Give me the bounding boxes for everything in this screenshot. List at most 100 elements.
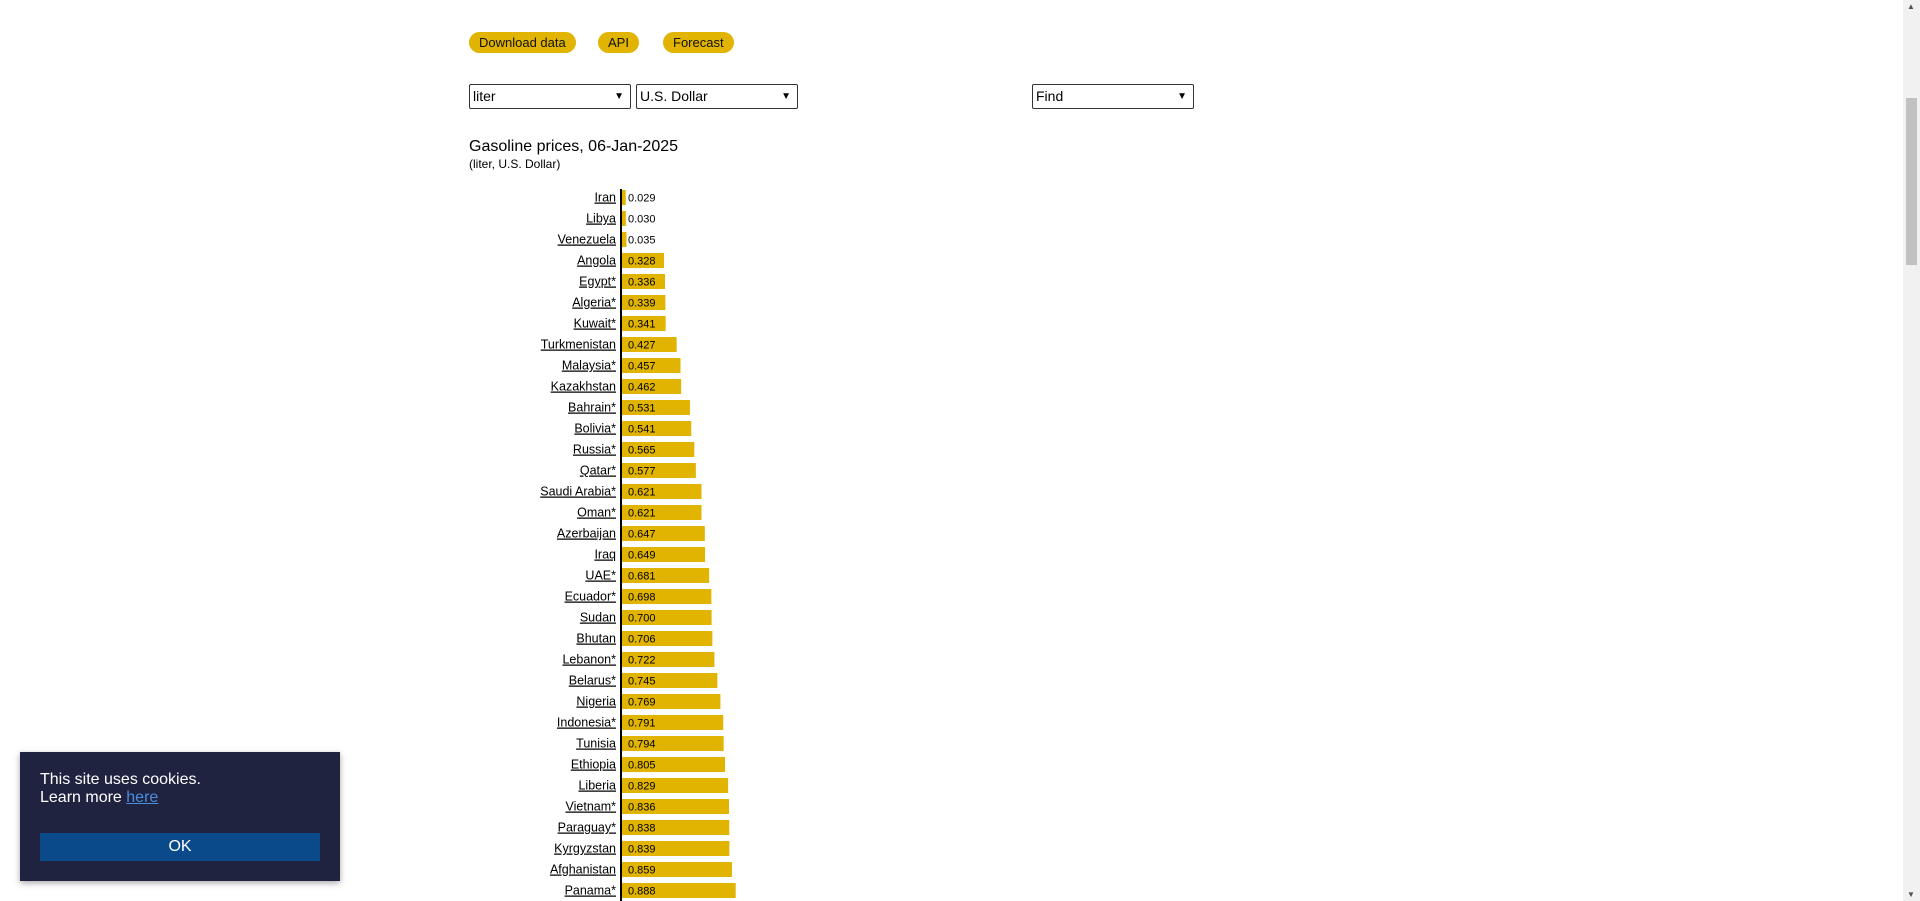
cookie-text: This site uses cookies. xyxy=(40,771,201,788)
chart-bar xyxy=(622,736,724,751)
country-link[interactable]: Paraguay* xyxy=(558,821,617,835)
country-link[interactable]: Libya xyxy=(586,212,616,226)
bar-value-label: 0.839 xyxy=(628,844,656,856)
bar-value-label: 0.794 xyxy=(628,739,656,751)
chart-bar xyxy=(622,526,705,541)
country-link[interactable]: Tunisia xyxy=(576,737,616,751)
country-link[interactable]: Nigeria xyxy=(576,695,616,709)
bar-value-label: 0.836 xyxy=(628,802,656,814)
download-data-button[interactable]: Download data xyxy=(469,32,576,53)
unit-select[interactable]: liter ▼ xyxy=(469,84,631,109)
country-link[interactable]: Malaysia* xyxy=(562,359,616,373)
find-select[interactable]: Find ▼ xyxy=(1032,84,1194,109)
chart-bar xyxy=(622,652,715,667)
scroll-down-icon[interactable]: ▼ xyxy=(1907,890,1915,899)
bar-value-label: 0.698 xyxy=(628,592,656,604)
country-link[interactable]: Ecuador* xyxy=(565,590,617,604)
bar-value-label: 0.030 xyxy=(628,214,656,226)
chart-bar xyxy=(622,673,718,688)
bar-value-label: 0.035 xyxy=(628,235,656,247)
selector-row: liter ▼ U.S. Dollar ▼ Find ▼ xyxy=(469,84,1469,109)
country-link[interactable]: Saudi Arabia* xyxy=(540,485,616,499)
bar-value-label: 0.859 xyxy=(628,865,656,877)
bar-value-label: 0.829 xyxy=(628,781,656,793)
country-link[interactable]: Bolivia* xyxy=(574,422,616,436)
country-link[interactable]: Kazakhstan xyxy=(551,380,616,394)
chart-bar xyxy=(622,358,681,373)
country-link[interactable]: Angola xyxy=(577,254,616,268)
country-link[interactable]: Qatar* xyxy=(580,464,616,478)
bar-value-label: 0.838 xyxy=(628,823,656,835)
chart-bar xyxy=(622,841,730,856)
chart-bar xyxy=(622,190,626,205)
bar-value-label: 0.565 xyxy=(628,445,656,457)
scrollbar-thumb[interactable] xyxy=(1906,98,1917,265)
chart-bar xyxy=(622,799,730,814)
forecast-button[interactable]: Forecast xyxy=(663,32,734,53)
chart-title: Gasoline prices, 06-Jan-2025 xyxy=(469,138,679,155)
country-link[interactable]: Oman* xyxy=(577,506,616,520)
bar-value-label: 0.888 xyxy=(628,886,656,898)
scroll-up-icon[interactable]: ▲ xyxy=(1907,2,1915,11)
cookie-banner: This site uses cookies. Learn more here … xyxy=(20,752,340,881)
bar-value-label: 0.328 xyxy=(628,256,656,268)
chevron-down-icon: ▼ xyxy=(781,91,791,102)
country-link[interactable]: Bhutan xyxy=(576,632,616,646)
chart-bar xyxy=(622,505,702,520)
chevron-down-icon: ▼ xyxy=(614,91,624,102)
country-link[interactable]: Iran xyxy=(594,191,616,205)
country-link[interactable]: Ethiopia xyxy=(571,758,616,772)
chart-subtitle: (liter, U.S. Dollar) xyxy=(469,157,561,171)
country-link[interactable]: Belarus* xyxy=(569,674,616,688)
country-link[interactable]: Lebanon* xyxy=(562,653,616,667)
country-link[interactable]: Kyrgyzstan xyxy=(554,842,616,856)
chart-bar xyxy=(622,442,695,457)
country-link[interactable]: Afghanistan xyxy=(550,863,616,877)
country-link[interactable]: Egypt* xyxy=(579,275,616,289)
chart-bar xyxy=(622,379,682,394)
cookie-learn-more-link[interactable]: here xyxy=(126,789,159,806)
country-link[interactable]: Liberia xyxy=(578,779,616,793)
currency-select[interactable]: U.S. Dollar ▼ xyxy=(636,84,798,109)
find-select-value: Find xyxy=(1036,88,1064,104)
country-link[interactable]: Vietnam* xyxy=(566,800,617,814)
api-button[interactable]: API xyxy=(598,32,639,53)
country-link[interactable]: UAE* xyxy=(585,569,616,583)
bar-value-label: 0.805 xyxy=(628,760,656,772)
country-link[interactable]: Indonesia* xyxy=(557,716,616,730)
chart-bar xyxy=(622,337,677,352)
country-link[interactable]: Iraq xyxy=(594,548,616,562)
country-link[interactable]: Bahrain* xyxy=(568,401,616,415)
chart-bar xyxy=(622,463,696,478)
bar-value-label: 0.531 xyxy=(628,403,656,415)
country-link[interactable]: Venezuela xyxy=(558,233,616,247)
chevron-down-icon: ▼ xyxy=(1177,91,1187,102)
chart-bar xyxy=(622,547,706,562)
chart-bar xyxy=(622,274,666,289)
country-link[interactable]: Kuwait* xyxy=(574,317,617,331)
chart-bar xyxy=(622,883,736,898)
bar-value-label: 0.722 xyxy=(628,655,656,667)
chart-bar xyxy=(622,778,729,793)
country-link[interactable]: Sudan xyxy=(580,611,616,625)
bar-value-label: 0.647 xyxy=(628,529,656,541)
chart-bar xyxy=(622,484,702,499)
cookie-learn-more: Learn more xyxy=(40,789,122,806)
country-link[interactable]: Algeria* xyxy=(572,296,616,310)
country-link[interactable]: Turkmenistan xyxy=(541,338,616,352)
chart-bar xyxy=(622,568,710,583)
bar-value-label: 0.649 xyxy=(628,550,656,562)
country-link[interactable]: Azerbaijan xyxy=(557,527,616,541)
bar-value-label: 0.745 xyxy=(628,676,656,688)
chart-bar xyxy=(622,211,626,226)
chart-bar xyxy=(622,820,730,835)
country-link[interactable]: Panama* xyxy=(565,884,617,898)
bar-value-label: 0.341 xyxy=(628,319,656,331)
bar-value-label: 0.541 xyxy=(628,424,656,436)
bar-value-label: 0.681 xyxy=(628,571,656,583)
country-link[interactable]: Russia* xyxy=(573,443,616,457)
cookie-ok-button[interactable]: OK xyxy=(40,833,320,861)
scrollbar[interactable]: ▲ ▼ xyxy=(1903,0,1920,901)
unit-select-value: liter xyxy=(473,88,496,104)
bar-value-label: 0.457 xyxy=(628,361,656,373)
